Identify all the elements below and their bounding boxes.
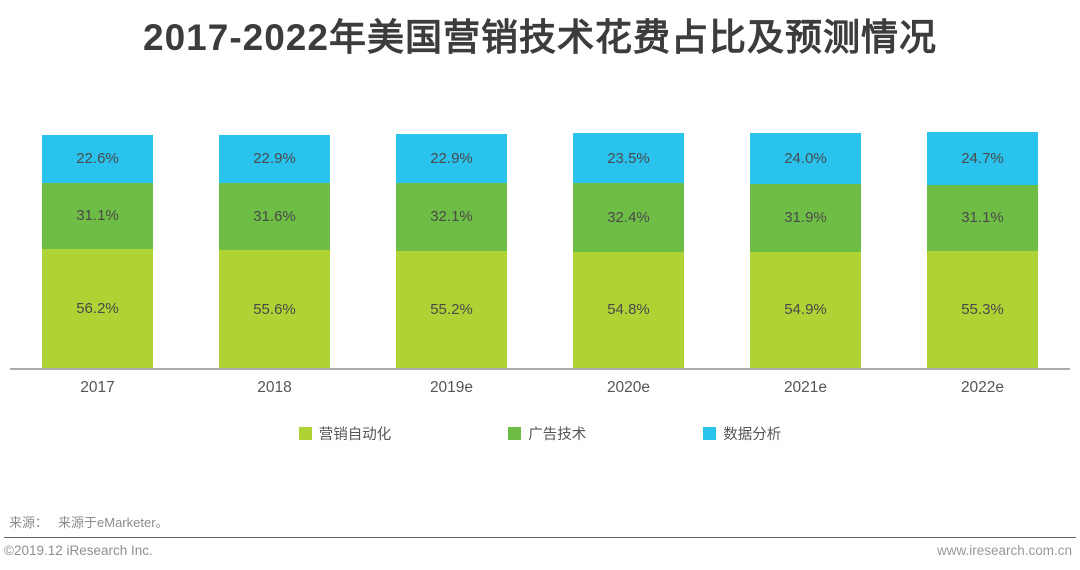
bar-segment-数据分析: 22.6% [42, 135, 153, 183]
segment-value-label: 23.5% [607, 149, 650, 167]
bar-segment-数据分析: 23.5% [573, 133, 684, 184]
bar-segment-广告技术: 32.1% [396, 182, 507, 251]
bar-segment-广告技术: 31.1% [42, 182, 153, 249]
legend-label: 广告技术 [528, 427, 587, 443]
stacked-bar-chart: 56.2% 31.1% 22.6% 55.6% 31.6% 22.9% 55.2% 32.1%… [0, 132, 1080, 397]
source-row: 来源： 来源于eMarketer。 [0, 512, 1080, 537]
bar-segment-广告技术: 31.9% [750, 184, 861, 252]
segment-value-label: 55.3% [961, 300, 1004, 318]
x-axis-label-2019e: 2019e [429, 379, 474, 396]
legend-item-数据分析: 数据分析 [703, 423, 781, 444]
segment-value-label: 32.4% [607, 208, 650, 226]
segment-value-label: 31.1% [76, 207, 119, 225]
segment-value-label: 22.9% [253, 150, 296, 168]
segment-value-label: 56.2% [76, 299, 119, 317]
segment-value-label: 24.7% [961, 150, 1004, 168]
legend-item-广告技术: 广告技术 [508, 423, 586, 444]
segment-value-label: 24.0% [784, 150, 827, 168]
bar-segment-营销自动化: 54.8% [573, 251, 684, 368]
x-axis-label-2021e: 2021e [783, 379, 828, 396]
copyright: ©2019.12 iResearch Inc. [4, 543, 153, 558]
legend-swatch-icon [298, 427, 312, 440]
x-axis-label-2018: 2018 [257, 379, 292, 396]
segment-value-label: 22.9% [430, 150, 473, 168]
bar-2021e: 54.9% 31.9% 24.0% [750, 133, 861, 368]
bar-segment-数据分析: 24.0% [750, 133, 861, 184]
bar-2020e: 54.8% 32.4% 23.5% [573, 133, 684, 368]
website-url: www.iresearch.com.cn [936, 543, 1072, 558]
x-axis-line [10, 368, 1070, 370]
x-axis-label-2017: 2017 [80, 379, 115, 396]
bar-segment-数据分析: 22.9% [396, 134, 507, 183]
segment-value-label: 55.2% [430, 300, 473, 318]
plot-area: 56.2% 31.1% 22.6% 55.6% 31.6% 22.9% 55.2% 32.1%… [0, 132, 1080, 368]
bar-segment-广告技术: 31.1% [927, 184, 1038, 251]
bar-2018: 55.6% 31.6% 22.9% [219, 134, 330, 368]
segment-value-label: 54.8% [607, 301, 650, 319]
source-label: 来源： [9, 514, 49, 530]
x-axis-labels: 2017 2018 2019e 2020e 2021e 2022e [0, 379, 1080, 397]
segment-value-label: 31.6% [253, 208, 296, 226]
segment-value-label: 32.1% [430, 208, 473, 226]
segment-value-label: 22.6% [76, 150, 119, 168]
footer-bottom-row: ©2019.12 iResearch Inc. www.iresearch.co… [0, 538, 1080, 558]
legend-item-营销自动化: 营销自动化 [298, 423, 392, 444]
bar-segment-广告技术: 31.6% [219, 183, 330, 251]
bar-segment-营销自动化: 56.2% [42, 248, 153, 368]
legend-label: 数据分析 [723, 427, 782, 443]
source-text: 来源于eMarketer。 [58, 514, 169, 530]
chart-title: 2017-2022年美国营销技术花费占比及预测情况 [143, 17, 937, 58]
legend-label: 营销自动化 [318, 427, 392, 443]
bar-segment-数据分析: 22.9% [219, 134, 330, 184]
bar-segment-营销自动化: 55.2% [396, 250, 507, 368]
x-axis-label-2022e: 2022e [960, 379, 1005, 396]
bar-segment-营销自动化: 55.6% [219, 250, 330, 368]
legend: 营销自动化 广告技术 数据分析 [0, 423, 1080, 444]
segment-value-label: 55.6% [253, 300, 296, 318]
segment-value-label: 31.9% [784, 209, 827, 227]
bar-2022e: 55.3% 31.1% 24.7% [927, 132, 1038, 368]
bar-2019e: 55.2% 32.1% 22.9% [396, 134, 507, 368]
bar-2017: 56.2% 31.1% 22.6% [42, 135, 153, 368]
legend-swatch-icon [703, 427, 717, 440]
bar-segment-营销自动化: 54.9% [750, 251, 861, 368]
bar-segment-营销自动化: 55.3% [927, 250, 1038, 368]
bar-segment-广告技术: 32.4% [573, 183, 684, 252]
x-axis-label-2020e: 2020e [606, 379, 651, 396]
segment-value-label: 31.1% [961, 209, 1004, 227]
footer: 来源： 来源于eMarketer。 ©2019.12 iResearch Inc.… [0, 512, 1080, 558]
footer-divider [4, 536, 1076, 538]
legend-swatch-icon [508, 427, 522, 440]
bar-segment-数据分析: 24.7% [927, 132, 1038, 185]
segment-value-label: 54.9% [784, 301, 827, 319]
